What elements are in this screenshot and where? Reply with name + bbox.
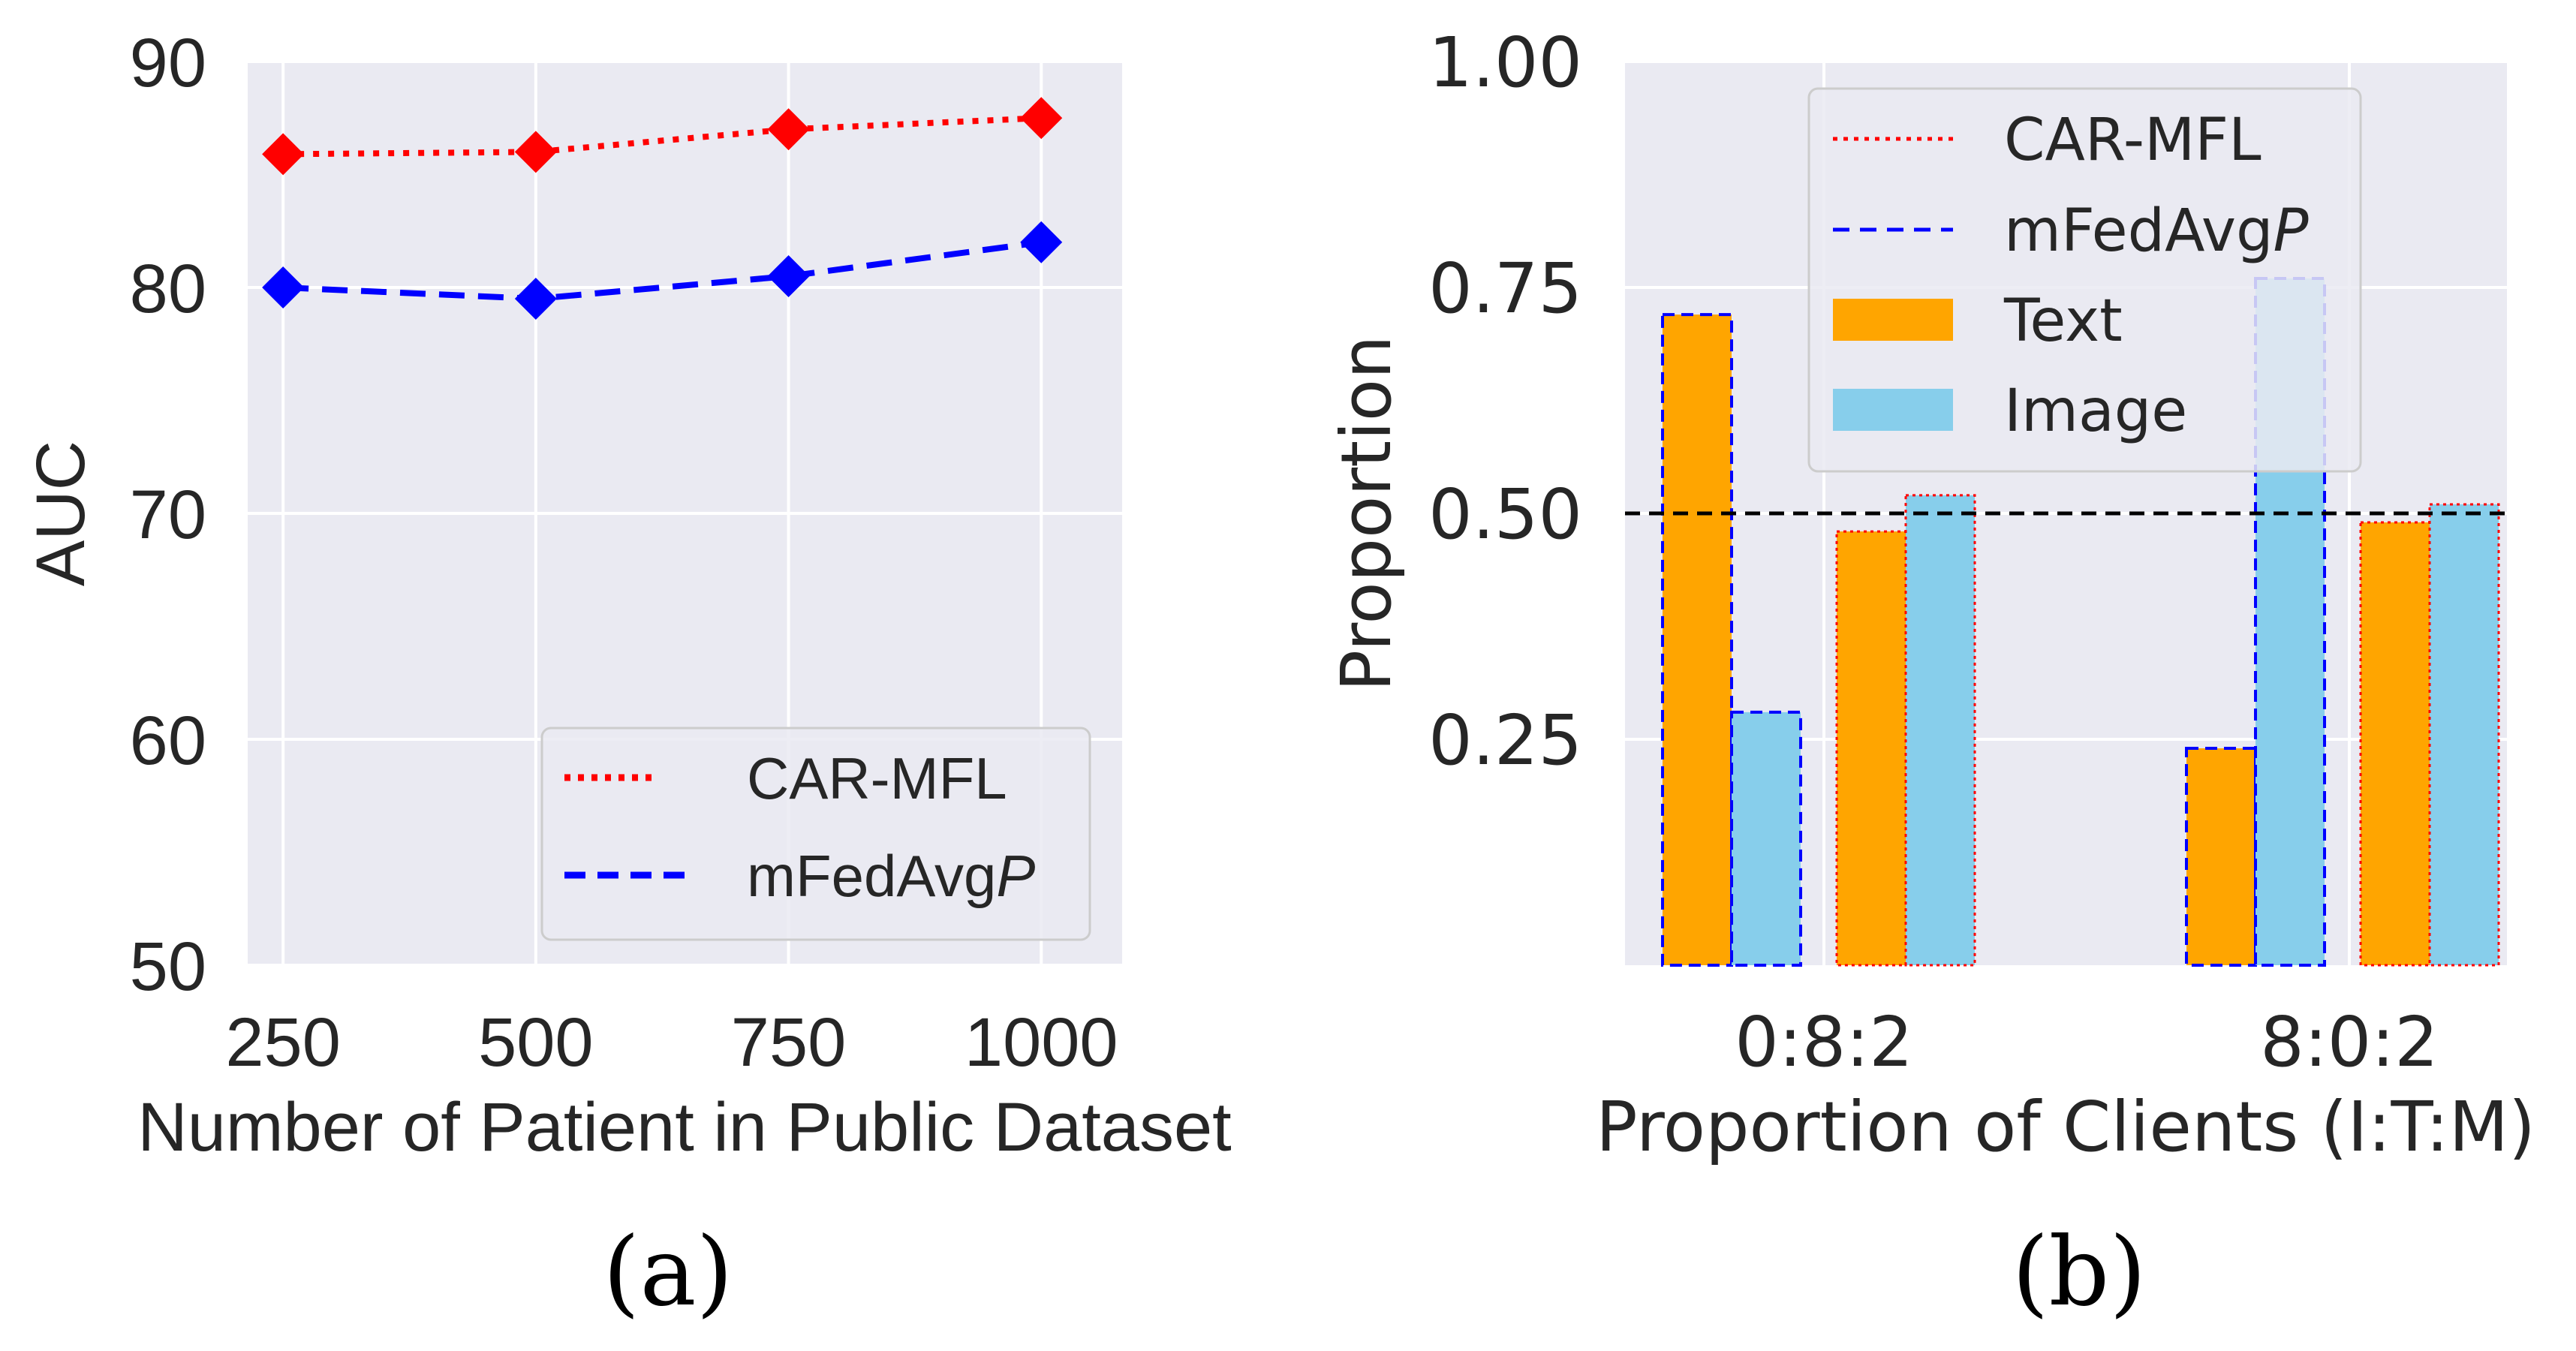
chart-b-legend-box bbox=[1807, 87, 2362, 473]
chart-b-bar-image bbox=[2428, 503, 2500, 967]
chart-a-caption: (a) bbox=[603, 1217, 733, 1327]
chart-b-ytick-label: 0.50 bbox=[1428, 474, 1582, 555]
chart-b-bar-image bbox=[1730, 710, 1802, 967]
chart-b-ytick-label: 0.25 bbox=[1428, 700, 1582, 781]
chart-a-point-marker bbox=[767, 254, 810, 297]
chart-b-xtick-label: 8:0:2 bbox=[2260, 1002, 2439, 1082]
chart-a-xlabel: Number of Patient in Public Dataset bbox=[137, 1089, 1231, 1166]
chart-b: 0.25 0.50 0.75 1.00 0:8:2 8:0:2 Proportion Pr… bbox=[1326, 23, 2535, 1327]
chart-b-ytick-label: 1.00 bbox=[1428, 23, 1582, 103]
chart-a-xtick-label: 750 bbox=[731, 1004, 847, 1081]
chart-b-bar-text bbox=[1835, 530, 1907, 967]
chart-a-ytick-label: 80 bbox=[130, 251, 206, 327]
chart-a-point-marker bbox=[1020, 97, 1063, 140]
chart-b-legend: CAR-MFL mFedAvgP Text Image bbox=[1807, 87, 2362, 473]
chart-b-bar-text bbox=[1661, 313, 1733, 967]
chart-a-point-marker bbox=[262, 133, 305, 176]
legend-a-label-mfedavgp-italic: P bbox=[996, 843, 1035, 909]
chart-a-point-marker bbox=[767, 108, 810, 151]
chart-a-legend: CAR-MFL mFedAvgP bbox=[540, 727, 1091, 941]
chart-b-xtick-label: 0:8:2 bbox=[1735, 1002, 1913, 1082]
chart-a-ytick-label: 60 bbox=[130, 703, 206, 779]
chart-a-point-marker bbox=[262, 266, 305, 308]
chart-a-point-marker bbox=[514, 278, 557, 320]
legend-b-swatch-image bbox=[1833, 389, 1953, 431]
chart-b-ylabel: Proportion bbox=[1326, 335, 1407, 692]
chart-b-bar-text bbox=[2359, 521, 2431, 967]
legend-b-label-mfedavgp-main: mFedAvg bbox=[2004, 197, 2274, 265]
chart-a-series-line-0 bbox=[283, 115, 1042, 158]
chart-a-xtick-label: 250 bbox=[225, 1004, 341, 1081]
chart-b-xlabel: Proportion of Clients (I:T:M) bbox=[1596, 1087, 2535, 1167]
chart-a-series-line-1 bbox=[282, 239, 1042, 302]
legend-a-label-mfedavgp-main: mFedAvg bbox=[747, 843, 996, 909]
chart-a-point-marker bbox=[514, 131, 557, 173]
legend-b-label-image: Image bbox=[2004, 378, 2187, 445]
chart-a-ticks: 50 60 70 80 90 250 500 750 1000 bbox=[130, 25, 1118, 1081]
chart-a-series bbox=[262, 97, 1063, 320]
chart-a-ytick-label: 50 bbox=[130, 928, 206, 1005]
legend-a-label-mfedavgp: mFedAvgP bbox=[747, 843, 1035, 909]
legend-b-label-mfedavgp: mFedAvgP bbox=[2004, 197, 2309, 265]
chart-a-ytick-label: 90 bbox=[130, 25, 206, 101]
legend-b-swatch-text bbox=[1833, 299, 1953, 341]
chart-a-ytick-label: 70 bbox=[130, 477, 206, 553]
legend-b-label-car-mfl: CAR-MFL bbox=[2004, 107, 2262, 174]
chart-b-ticks: 0.25 0.50 0.75 1.00 0:8:2 8:0:2 bbox=[1428, 23, 2439, 1082]
legend-b-label-car-mfl-main: CAR-MFL bbox=[2004, 107, 2262, 174]
chart-b-ytick-label: 0.75 bbox=[1428, 248, 1582, 329]
chart-b-bar-image bbox=[1904, 494, 1976, 967]
chart-b-caption: (b) bbox=[2012, 1217, 2147, 1327]
legend-a-label-car-mfl: CAR-MFL bbox=[747, 745, 1007, 811]
chart-a-xtick-label: 1000 bbox=[964, 1004, 1118, 1081]
chart-a: 50 60 70 80 90 250 500 750 1000 AUC Number of Pa… bbox=[23, 25, 1232, 1327]
chart-a-point-marker bbox=[1020, 221, 1063, 263]
chart-b-bar-text bbox=[2185, 747, 2257, 967]
chart-a-xtick-label: 500 bbox=[478, 1004, 594, 1081]
chart-a-legend-box bbox=[540, 727, 1091, 941]
legend-b-label-text: Text bbox=[2003, 287, 2123, 355]
chart-a-ylabel: AUC bbox=[23, 441, 99, 586]
legend-b-label-mfedavgp-italic: P bbox=[2274, 197, 2309, 265]
legend-a-label-car-mfl-main: CAR-MFL bbox=[747, 745, 1007, 811]
